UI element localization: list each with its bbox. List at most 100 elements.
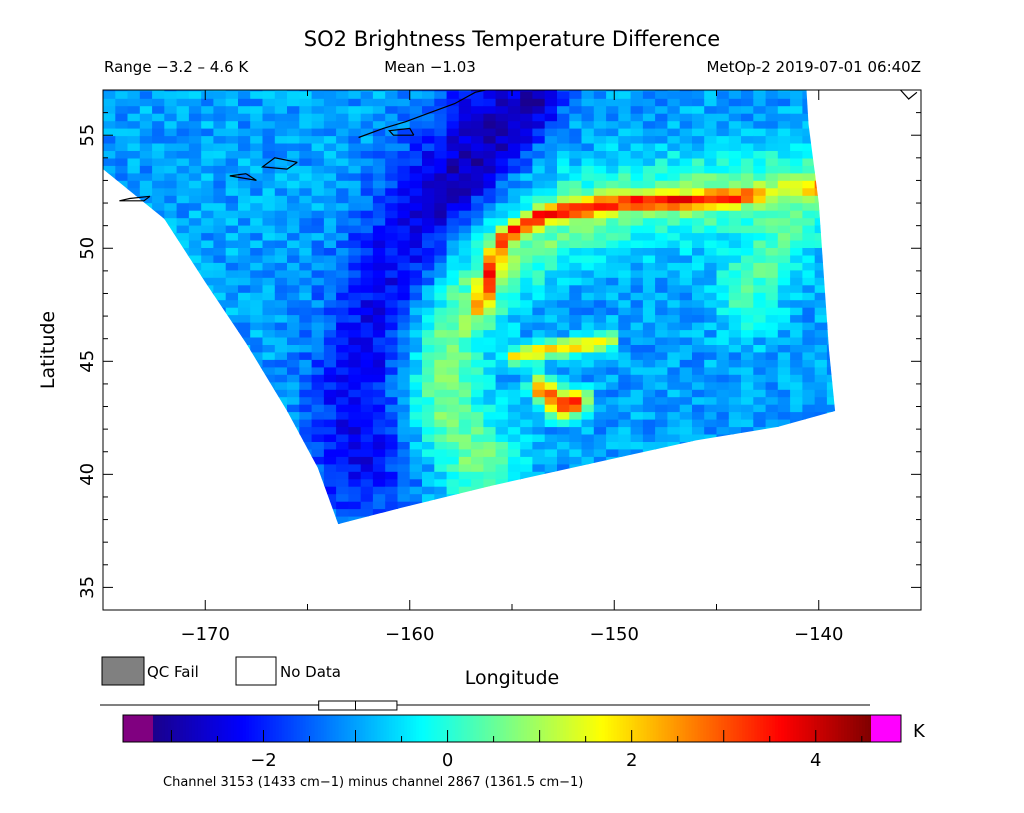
colorbar-segment <box>565 715 570 742</box>
heat-cell <box>765 307 779 316</box>
heat-cell <box>581 508 595 517</box>
heat-cell <box>164 262 178 271</box>
colorbar-over-swatch <box>871 715 901 742</box>
heat-cell <box>152 307 165 316</box>
heat-cell <box>520 448 534 457</box>
heat-cell <box>642 120 656 129</box>
heat-cell <box>741 277 754 286</box>
heat-cell <box>704 210 718 219</box>
heat-cell <box>287 202 300 211</box>
heat-cell <box>667 232 681 241</box>
heat-cell <box>164 419 178 428</box>
heat-cell <box>606 292 619 301</box>
heat-cell <box>238 374 251 383</box>
heat-cell <box>323 426 337 435</box>
heat-cell <box>593 307 607 316</box>
heat-cell <box>115 419 129 428</box>
colorbar-segment <box>425 715 429 742</box>
heat-cell <box>692 98 705 107</box>
heat-cell <box>139 322 153 331</box>
heat-cell <box>409 381 423 390</box>
heat-cell <box>593 396 607 405</box>
heat-cell <box>679 142 693 151</box>
heat-cell <box>606 381 619 390</box>
heat-cell <box>422 366 435 375</box>
heat-cell <box>520 307 534 316</box>
heat-cell <box>225 217 239 226</box>
heat-cell <box>618 463 632 472</box>
heat-cell <box>446 98 460 107</box>
heat-cell <box>520 284 534 293</box>
heat-cell <box>164 426 178 435</box>
heat-cell <box>360 120 374 129</box>
heat-cell <box>507 142 521 151</box>
heat-cell <box>397 344 411 353</box>
heat-cell <box>385 523 399 525</box>
heat-cell <box>790 493 803 502</box>
heat-cell <box>593 314 607 323</box>
heat-cell <box>360 142 374 151</box>
heat-cell <box>593 433 607 442</box>
heat-cell <box>544 381 558 390</box>
heat-cell <box>532 448 546 457</box>
heat-cell <box>532 374 546 383</box>
colorbar-segment <box>257 715 262 742</box>
heat-cell <box>213 307 227 316</box>
heat-cell <box>115 404 129 413</box>
heat-cell <box>188 128 202 137</box>
heat-cell <box>471 396 484 405</box>
heat-cell <box>507 90 521 92</box>
colorbar-segment <box>745 715 749 742</box>
heat-cell <box>679 277 693 286</box>
heat-cell <box>741 501 754 510</box>
heat-cell <box>213 314 227 323</box>
heat-cell <box>753 501 767 510</box>
heat-cell <box>544 262 558 271</box>
heat-cell <box>642 322 656 331</box>
heat-cell <box>446 456 460 465</box>
heat-cell <box>826 210 836 219</box>
heat-cell <box>225 493 239 502</box>
heat-cell <box>225 344 239 353</box>
heat-cell <box>336 351 349 360</box>
heat-cell <box>250 471 264 480</box>
heat-cell <box>372 142 386 151</box>
heat-cell <box>213 90 227 99</box>
heat-cell <box>569 493 583 502</box>
heat-cell <box>188 344 202 353</box>
heat-cell <box>299 90 313 99</box>
heat-cell <box>127 225 141 234</box>
heat-cell <box>581 426 595 435</box>
heat-cell <box>495 225 509 234</box>
heat-cell <box>483 396 497 405</box>
heat-cell <box>103 210 116 219</box>
heat-cell <box>581 187 595 196</box>
heat-cell <box>569 478 583 487</box>
heat-cell <box>642 366 656 375</box>
heat-cell <box>323 262 337 271</box>
heat-cell <box>642 165 656 174</box>
heat-cell <box>446 307 460 316</box>
heat-cell <box>127 329 141 338</box>
heat-cell <box>238 426 251 435</box>
heat-cell <box>201 478 215 487</box>
heat-cell <box>372 478 386 487</box>
heat-cell <box>238 90 251 99</box>
heat-cell <box>728 374 742 383</box>
heat-cell <box>372 344 386 353</box>
heat-cell <box>704 404 718 413</box>
heat-cell <box>323 389 337 398</box>
heat-cell <box>483 478 497 487</box>
heat-cell <box>630 180 644 189</box>
heat-cell <box>372 486 386 495</box>
heat-cell <box>348 486 362 495</box>
heat-cell <box>667 351 681 360</box>
heat-cell <box>655 225 668 234</box>
heat-cell <box>741 381 754 390</box>
heat-cell <box>839 329 852 337</box>
heat-cell <box>753 284 767 293</box>
heat-cell <box>728 515 742 524</box>
heat-cell <box>139 456 153 465</box>
heat-cell <box>385 471 399 480</box>
